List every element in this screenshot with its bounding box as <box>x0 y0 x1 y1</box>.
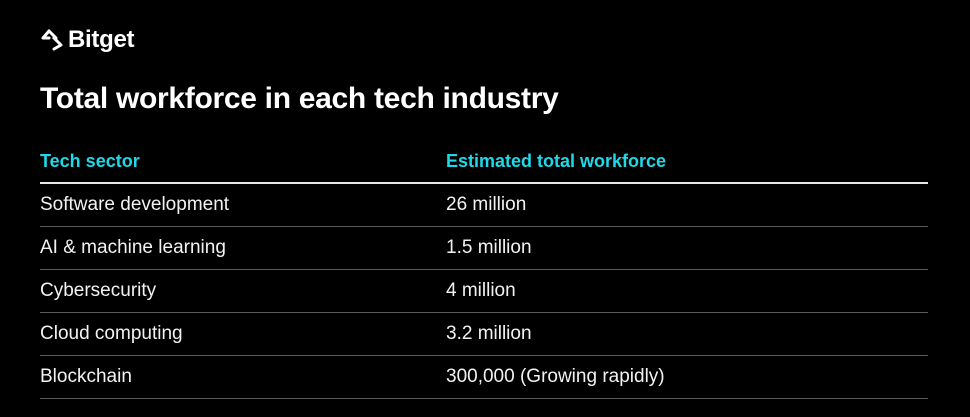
brand-logo: Bitget <box>40 26 135 54</box>
table-header-row: Tech sector Estimated total workforce <box>40 140 928 184</box>
column-header-tech-sector: Tech sector <box>40 150 140 171</box>
sector-cell: Cybersecurity <box>40 280 157 301</box>
sector-cell: Blockchain <box>40 366 132 387</box>
brand-name: Bitget <box>68 26 135 53</box>
page-title: Total workforce in each tech industry <box>40 82 559 115</box>
sector-cell: Software development <box>40 194 230 215</box>
workforce-table: Tech sector Estimated total workforce So… <box>40 140 928 399</box>
workforce-cell: 300,000 (Growing rapidly) <box>446 366 665 387</box>
workforce-cell: 3.2 million <box>446 323 532 344</box>
bitget-logo-icon <box>41 29 63 51</box>
sector-cell: AI & machine learning <box>40 237 226 258</box>
table-row: Cybersecurity 4 million <box>40 270 928 313</box>
table-row: AI & machine learning 1.5 million <box>40 227 928 270</box>
workforce-cell: 26 million <box>446 194 527 215</box>
table-row: Blockchain 300,000 (Growing rapidly) <box>40 356 928 399</box>
table-row: Software development 26 million <box>40 184 928 227</box>
workforce-cell: 4 million <box>446 280 516 301</box>
table-row: Cloud computing 3.2 million <box>40 313 928 356</box>
workforce-cell: 1.5 million <box>446 237 532 258</box>
column-header-estimated-workforce: Estimated total workforce <box>446 150 667 171</box>
sector-cell: Cloud computing <box>40 323 183 344</box>
